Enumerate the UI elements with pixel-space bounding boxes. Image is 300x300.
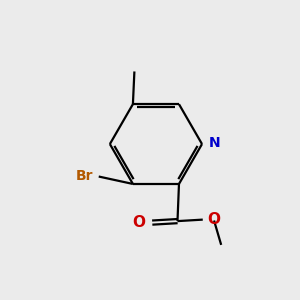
Text: N: N xyxy=(208,136,220,150)
Text: O: O xyxy=(207,212,220,227)
Text: O: O xyxy=(133,215,146,230)
Text: Br: Br xyxy=(76,169,93,183)
